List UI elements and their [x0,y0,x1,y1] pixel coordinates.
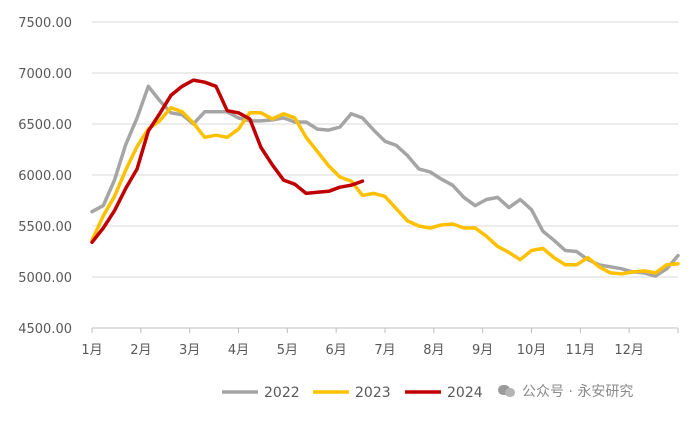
legend-label-2024: 2024 [447,385,483,401]
x-tick-label: 2月 [130,343,151,358]
watermark-text: 公众号 · 永安研究 [522,384,634,400]
x-tick-label: 11月 [566,343,596,358]
legend: 2022 2023 2024 [222,385,483,401]
x-tick-label: 4月 [228,343,249,358]
series-line-2023 [90,105,680,276]
y-tick-label: 5000.00 [18,271,72,286]
y-tick-label: 6500.00 [18,118,72,133]
x-tick-label: 3月 [179,343,200,358]
x-tick-label: 6月 [326,343,347,358]
y-tick-label: 4500.00 [18,322,72,337]
x-tick-label: 1月 [81,343,102,358]
x-tick-label: 10月 [517,343,547,358]
series-line-2022 [90,84,680,278]
x-tick-label: 7月 [374,343,395,358]
series-line-2024 [90,78,365,245]
series-lines [90,78,680,278]
legend-label-2023: 2023 [355,385,391,401]
watermark: 公众号 · 永安研究 [498,381,633,401]
gridlines [92,21,678,278]
y-tick-label: 7500.00 [18,16,72,31]
wechat-icon [498,384,516,398]
x-tick-label: 8月 [423,343,444,358]
y-axis-tick-labels: 4500.00 5000.00 5500.00 6000.00 6500.00 7000.… [18,16,72,337]
x-axis: 1月 2月 3月 4月 5月 6月 7月 8月 9月 10月 11月 12月 [81,327,679,358]
x-tick-label: 9月 [472,343,493,358]
y-tick-label: 6000.00 [18,169,72,184]
y-tick-label: 7000.00 [18,67,72,82]
y-tick-label: 5500.00 [18,220,72,235]
x-tick-label: 5月 [277,343,298,358]
x-tick-label: 12月 [614,343,644,358]
legend-label-2022: 2022 [264,385,300,401]
